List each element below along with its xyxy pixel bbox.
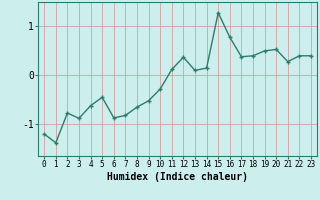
X-axis label: Humidex (Indice chaleur): Humidex (Indice chaleur) xyxy=(107,172,248,182)
